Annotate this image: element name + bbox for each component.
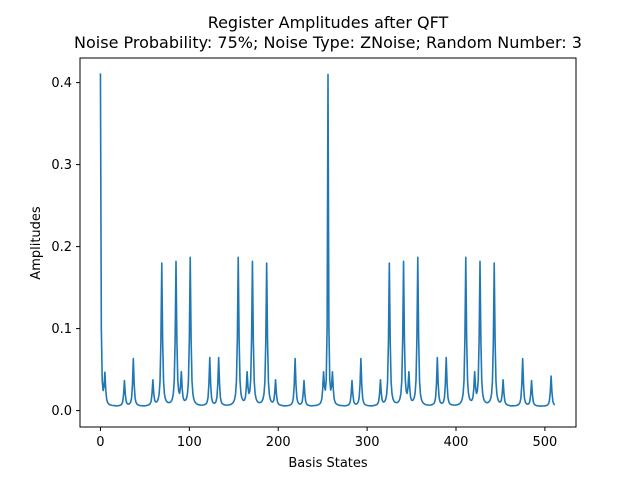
chart-title: Register Amplitudes after QFT <box>208 13 449 32</box>
y-tick-label: 0.1 <box>51 322 72 337</box>
y-tick-label: 0.2 <box>51 240 72 255</box>
x-tick-label: 200 <box>266 435 291 450</box>
x-tick-label: 0 <box>96 435 104 450</box>
x-tick-label: 400 <box>444 435 469 450</box>
y-tick-label: 0.3 <box>51 158 72 173</box>
y-tick-label: 0.4 <box>51 76 72 91</box>
y-axis-label: Amplitudes <box>29 206 44 280</box>
x-tick-label: 500 <box>532 435 557 450</box>
x-tick-label: 300 <box>355 435 380 450</box>
x-tick-label: 100 <box>177 435 202 450</box>
x-axis-label: Basis States <box>288 456 368 471</box>
y-tick-label: 0.0 <box>51 404 72 419</box>
chart-subtitle: Noise Probability: 75%; Noise Type: ZNoi… <box>74 33 582 52</box>
